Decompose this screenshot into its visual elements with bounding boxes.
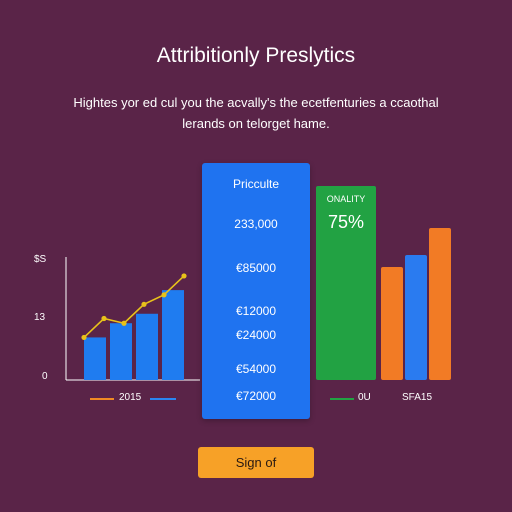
trend-point [161,292,167,298]
y-tick-zero: 0 [42,371,48,382]
trend-point [101,315,107,322]
price-panel: Pricculte 233,000 €85000 €12000 €24000 €… [202,163,310,419]
right-bar-orange-2 [429,228,451,380]
page-subtitle: Hightes yor ed cul you the acvally's the… [73,95,439,131]
price-value-5: €54000 [235,362,277,376]
page-title: Attribitionly Preslytics [156,44,356,67]
trend-point [121,320,127,326]
price-value-3: €12000 [235,304,277,318]
trend-point [181,273,187,279]
legend-swatch-blue [150,398,176,400]
quality-label: ONALITY [326,194,366,204]
trend-point [141,301,147,307]
left-legend-label: 2015 [119,392,142,403]
sign-up-button[interactable]: Sign of [198,447,314,478]
price-value-2: €85000 [235,261,277,275]
legend-swatch-orange [90,398,114,400]
right-legend-label-2: SFA15 [402,392,433,403]
right-legend-swatch [330,398,354,400]
y-tick-mid: 13 [34,312,46,323]
left-bar [84,337,106,380]
right-legend-label-1: 0U [358,392,371,403]
right-bar-blue [405,255,427,380]
y-tick-top: $S [34,254,47,265]
price-value-4: €24000 [235,328,277,342]
right-bar-orange-1 [381,267,403,380]
trend-line [83,275,185,339]
left-bar [136,313,158,380]
left-bar-line-chart [65,257,200,381]
quality-value: 75% [327,212,365,232]
price-value-1: 233,000 [234,217,278,231]
left-bar [162,290,184,380]
left-bar [110,323,132,380]
trend-point [81,334,87,341]
quality-panel: ONALITY 75% [316,186,376,380]
price-panel-title: Pricculte [232,177,279,191]
price-value-6: €72000 [235,389,277,403]
